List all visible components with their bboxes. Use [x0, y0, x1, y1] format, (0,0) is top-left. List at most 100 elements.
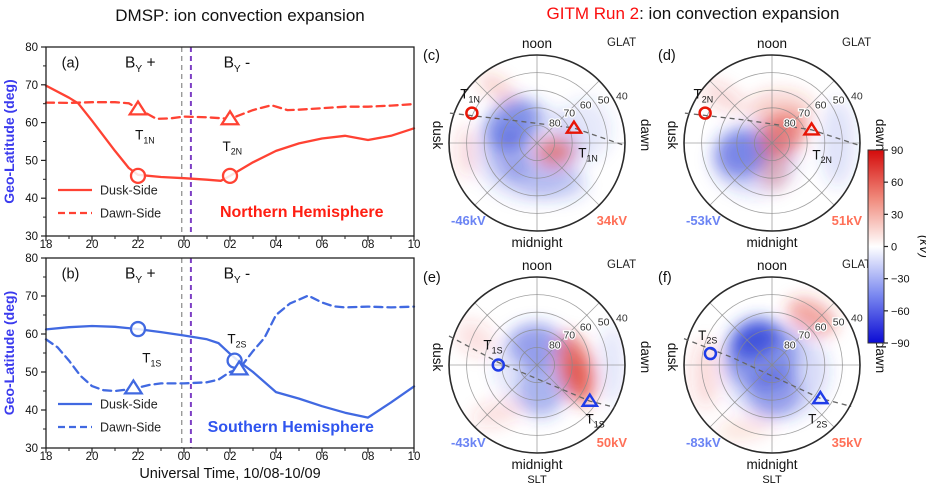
max-potential-label: 34kV: [597, 213, 628, 228]
legend-label: Dusk-Side: [100, 398, 158, 412]
panel-label: (e): [423, 270, 441, 286]
hemisphere-label: Southern Hemisphere: [208, 419, 374, 436]
glat-ring-label: 80: [784, 340, 796, 352]
glat-ring-label: 60: [580, 99, 592, 111]
positive-potential-cell: [478, 73, 517, 104]
satellite-trajectory: [448, 335, 615, 408]
panel-label: (b): [62, 267, 80, 283]
x-tick-label: 20: [86, 451, 99, 463]
marker-circle: [129, 167, 147, 185]
colorbar-axis-label: (kV): [917, 235, 926, 258]
negative-potential-cell: [730, 318, 779, 360]
legend-label: Dusk-Side: [100, 184, 158, 198]
gitm-title-run: GITM Run 2: [546, 4, 640, 23]
x-tick-label: 10: [408, 239, 421, 251]
y-tick-label: 50: [25, 155, 38, 167]
noon-label: noon: [522, 258, 552, 273]
y-tick-label: 60: [25, 118, 38, 130]
pass-marker-circle: [465, 106, 479, 120]
t-pass-label-1: T2S: [227, 332, 246, 350]
panel-a-line-chart: 18 20 22 00 02 04 06 08 10 30 40 50 60 70 80 Geo-Latitu…: [1, 42, 421, 251]
colorbar-tick-label: 90: [891, 145, 903, 157]
max-potential-label: 35kV: [832, 435, 863, 450]
negative-potential-cell: [715, 129, 769, 178]
satellite-trajectory: [449, 112, 626, 147]
x-tick-label: 22: [132, 451, 145, 463]
pass-marker-label: T2S: [698, 328, 717, 346]
x-tick-label: 02: [224, 239, 237, 251]
hemisphere-label: Northern Hemisphere: [220, 204, 384, 221]
positive-potential-cell: [471, 398, 524, 428]
colorbar-tick-label: −90: [891, 338, 910, 350]
colorbar-tick-label: 60: [891, 177, 903, 189]
colorbar-tick-label: 30: [891, 209, 903, 221]
marker-circle: [129, 320, 147, 338]
noon-label: noon: [757, 258, 787, 273]
glat-corner-label: GLAT: [842, 259, 871, 271]
panel-b-line-chart: 18 20 22 00 02 04 06 08 10 30 40 50 60 70 80 Geo-Latitu…: [1, 253, 420, 482]
pass-marker-triangle: [811, 389, 830, 405]
dusk-label: dusk: [665, 121, 680, 150]
x-tick-label: 02: [224, 451, 237, 463]
by-region-label-0: BY +: [125, 266, 156, 286]
max-potential-label: 50kV: [597, 435, 628, 450]
t-pass-label-0: T1S: [142, 351, 161, 369]
pass-marker-label: T2N: [812, 147, 832, 165]
by-region-label-1: BY -: [224, 266, 251, 286]
glat-ring-label: 50: [598, 94, 610, 106]
pass-marker-triangle: [802, 121, 821, 136]
polar-boundary: [448, 276, 626, 454]
x-tick-label: 00: [178, 239, 191, 251]
satellite-trajectory: [684, 112, 861, 147]
midnight-label: midnight: [746, 235, 797, 250]
pass-marker-label: T1N: [578, 146, 598, 164]
positive-potential-cell: [456, 125, 478, 179]
x-tick-label: 18: [40, 239, 53, 251]
negative-potential-cell: [517, 360, 566, 419]
dawn-label: dawn: [873, 341, 888, 373]
dawn-label: dawn: [638, 341, 653, 373]
series-line-dawn-side: [44, 294, 416, 393]
midnight-label: midnight: [746, 457, 797, 472]
cells-clip-group: [456, 73, 612, 201]
glat-ring-label: 50: [833, 94, 845, 106]
y-tick-label: 80: [25, 42, 38, 54]
positive-potential-cell: [758, 144, 789, 191]
pass-marker-circle: [491, 358, 506, 372]
negative-potential-cell: [508, 323, 562, 368]
mlt-spoke: [709, 80, 835, 206]
glat-ring-label: 50: [833, 316, 845, 328]
polar-boundary: [683, 54, 861, 232]
positive-potential-cell: [566, 353, 590, 395]
positive-potential-cell: [455, 319, 496, 358]
colorbar-bar: [867, 149, 885, 344]
max-potential-label: 51kV: [832, 213, 863, 228]
y-tick-label: 60: [25, 329, 38, 341]
panel-label: (f): [658, 270, 672, 286]
midnight-label: midnight: [511, 457, 562, 472]
slt-label: SLT: [762, 474, 782, 486]
min-potential-label: -46kV: [451, 213, 486, 228]
positive-potential-cell: [716, 415, 775, 442]
min-potential-label: -43kV: [451, 435, 486, 450]
pass-marker-label: T1S: [483, 338, 502, 356]
slt-label: SLT: [527, 474, 547, 486]
x-axis-label: Universal Time, 10/08-10/09: [139, 466, 320, 482]
glat-ring-label: 70: [563, 107, 575, 119]
x-tick-label: 06: [316, 239, 329, 251]
marker-triangle: [127, 99, 149, 116]
series-line-dusk-side: [44, 84, 416, 182]
t-pass-label-0: T1N: [135, 128, 155, 146]
panel-label: (d): [658, 48, 676, 64]
glat-ring-label: 40: [616, 90, 628, 102]
x-tick-label: 20: [86, 239, 99, 251]
x-tick-label: 04: [270, 239, 283, 251]
negative-potential-cell: [508, 159, 587, 201]
min-potential-label: -83kV: [686, 435, 721, 450]
glat-ring-label: 50: [598, 316, 610, 328]
glat-ring-label: 40: [851, 312, 863, 324]
